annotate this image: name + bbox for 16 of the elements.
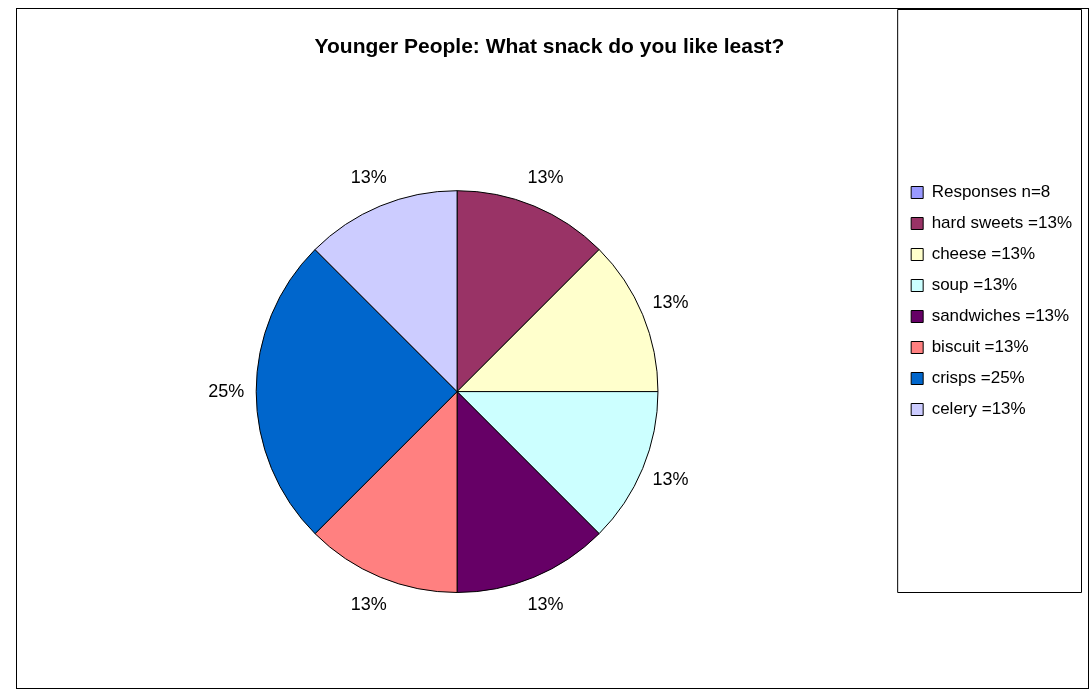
data-label: 25% xyxy=(208,380,245,401)
legend-label: celery =13% xyxy=(931,399,1026,419)
legend-label: cheese =13% xyxy=(931,244,1036,264)
data-label: 13% xyxy=(527,593,564,614)
legend-label: biscuit =13% xyxy=(931,337,1029,357)
data-label: 13% xyxy=(652,468,689,489)
legend-label: hard sweets =13% xyxy=(931,213,1073,233)
legend-label: soup =13% xyxy=(931,275,1018,295)
text: Younger People: What snack do you like least? xyxy=(314,34,785,58)
data-label: 13% xyxy=(350,167,387,188)
legend-label: sandwiches =13% xyxy=(931,306,1070,326)
legend-label: Responses n=8 xyxy=(931,182,1051,202)
data-label: 13% xyxy=(652,292,689,313)
legend-label: crisps =25% xyxy=(931,368,1025,388)
data-label: 13% xyxy=(350,593,387,614)
data-label: 13% xyxy=(527,167,564,188)
